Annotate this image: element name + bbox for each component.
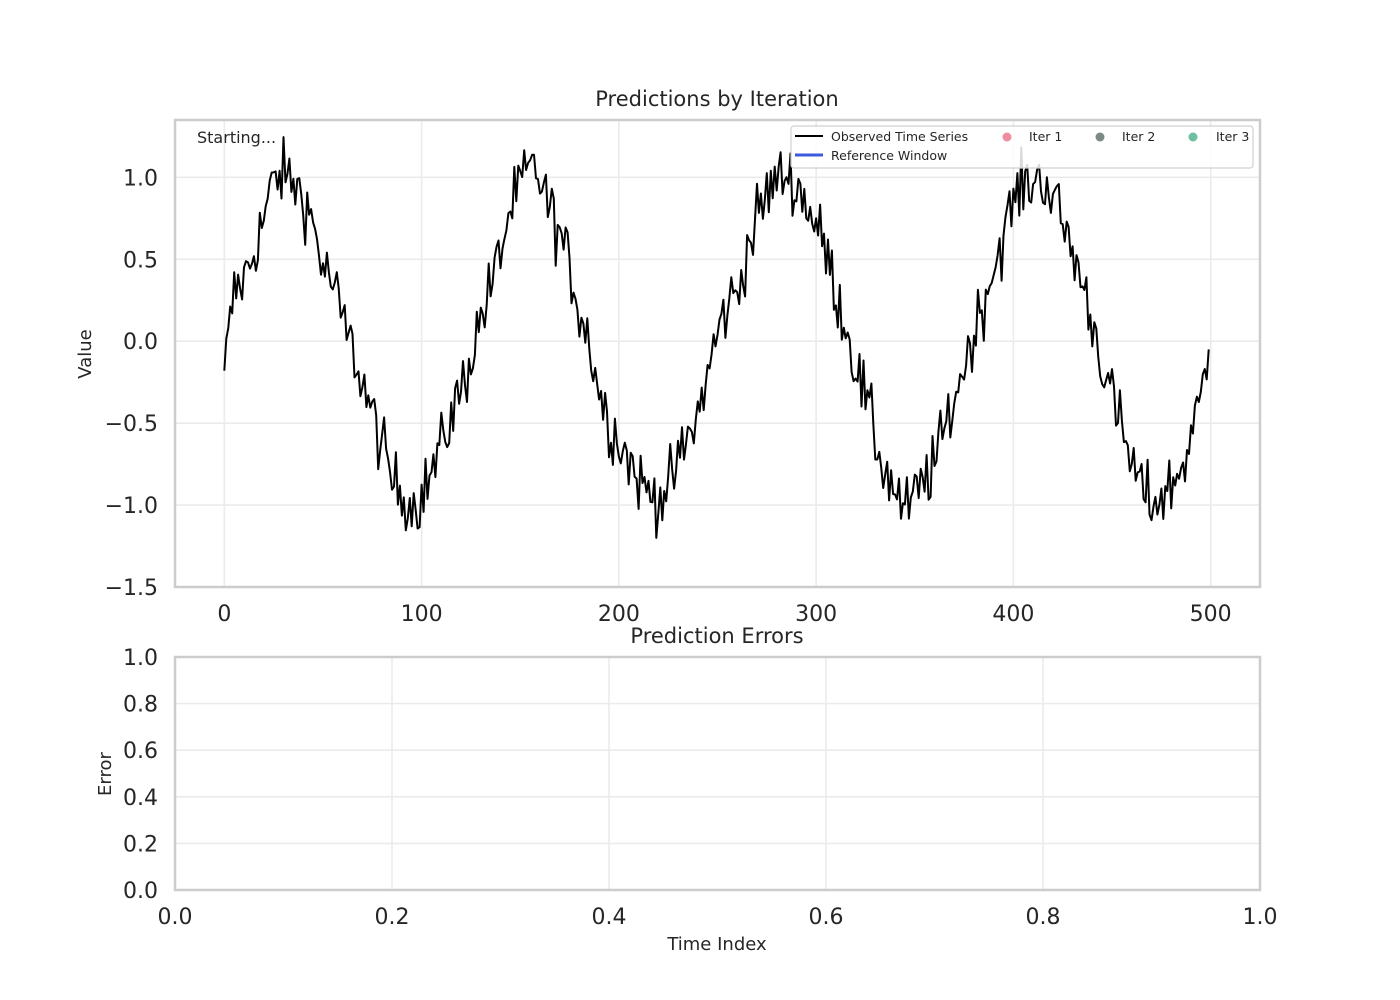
predictions-y-tick-label: −0.5 bbox=[105, 412, 158, 437]
predictions-x-tick-label: 500 bbox=[1190, 602, 1232, 627]
predictions-y-tick-label: 0.5 bbox=[123, 248, 158, 273]
errors-x-tick-label: 1.0 bbox=[1243, 905, 1278, 930]
predictions-x-ticks: 0 100 200 300 400 500 bbox=[217, 602, 1231, 627]
legend-iter3-marker bbox=[1188, 132, 1198, 142]
predictions-frame bbox=[173, 118, 1262, 589]
legend-iter1-marker bbox=[1002, 132, 1012, 142]
legend-observed-label: Observed Time Series bbox=[831, 129, 968, 144]
errors-y-tick-label: 0.2 bbox=[123, 832, 158, 857]
legend-box bbox=[790, 125, 1254, 169]
predictions-x-tick-label: 400 bbox=[992, 602, 1034, 627]
predictions-plot-area bbox=[175, 120, 1260, 587]
errors-frame bbox=[173, 655, 1262, 892]
errors-plot-area bbox=[175, 657, 1260, 890]
errors-x-tick-label: 0.2 bbox=[375, 905, 410, 930]
predictions-y-ticks: 1.0 0.5 0.0 −0.5 −1.0 −1.5 bbox=[105, 166, 158, 601]
predictions-x-tick-label: 300 bbox=[795, 602, 837, 627]
errors-y-tick-label: 0.8 bbox=[123, 693, 158, 718]
predictions-y-tick-label: 1.0 bbox=[123, 166, 158, 191]
predictions-title: Predictions by Iteration bbox=[595, 87, 838, 111]
errors-title: Prediction Errors bbox=[630, 624, 803, 648]
errors-y-tick-label: 0.6 bbox=[123, 739, 158, 764]
errors-panel: 0.0 0.2 0.4 0.6 0.8 1.0 1.0 0.8 0.6 0.4 0.2 0.0 Pr… bbox=[95, 624, 1278, 955]
predictions-x-tick-label: 100 bbox=[401, 602, 443, 627]
errors-y-tick-label: 0.0 bbox=[123, 879, 158, 904]
errors-x-tick-label: 0.0 bbox=[158, 905, 193, 930]
predictions-series bbox=[223, 136, 1210, 539]
predictions-x-tick-label: 200 bbox=[598, 602, 640, 627]
predictions-x-tick-label: 0 bbox=[217, 602, 231, 627]
errors-y-tick-label: 1.0 bbox=[123, 646, 158, 671]
errors-y-tick-label: 0.4 bbox=[123, 786, 158, 811]
errors-x-tick-label: 0.6 bbox=[809, 905, 844, 930]
legend: Observed Time Series Reference Window It… bbox=[790, 125, 1254, 169]
legend-iter1-label: Iter 1 bbox=[1029, 129, 1062, 144]
errors-x-tick-label: 0.4 bbox=[592, 905, 627, 930]
errors-x-label: Time Index bbox=[666, 934, 767, 955]
errors-x-tick-label: 0.8 bbox=[1026, 905, 1061, 930]
predictions-panel: 0 100 200 300 400 500 1.0 0.5 0.0 −0.5 −1.0 −1.5 P… bbox=[75, 87, 1262, 627]
legend-reference-label: Reference Window bbox=[831, 148, 947, 163]
legend-iter2-label: Iter 2 bbox=[1122, 129, 1155, 144]
errors-x-ticks: 0.0 0.2 0.4 0.6 0.8 1.0 bbox=[158, 905, 1278, 930]
predictions-y-tick-label: −1.0 bbox=[105, 494, 158, 519]
predictions-y-tick-label: −1.5 bbox=[105, 576, 158, 601]
legend-iter3-label: Iter 3 bbox=[1216, 129, 1249, 144]
predictions-y-label: Value bbox=[75, 329, 96, 378]
predictions-y-tick-label: 0.0 bbox=[123, 330, 158, 355]
status-text: Starting... bbox=[197, 128, 276, 147]
errors-y-label: Error bbox=[95, 751, 116, 795]
errors-y-ticks: 1.0 0.8 0.6 0.4 0.2 0.0 bbox=[123, 646, 158, 904]
legend-iter2-marker bbox=[1095, 132, 1105, 142]
observed-time-series-line bbox=[223, 136, 1210, 539]
